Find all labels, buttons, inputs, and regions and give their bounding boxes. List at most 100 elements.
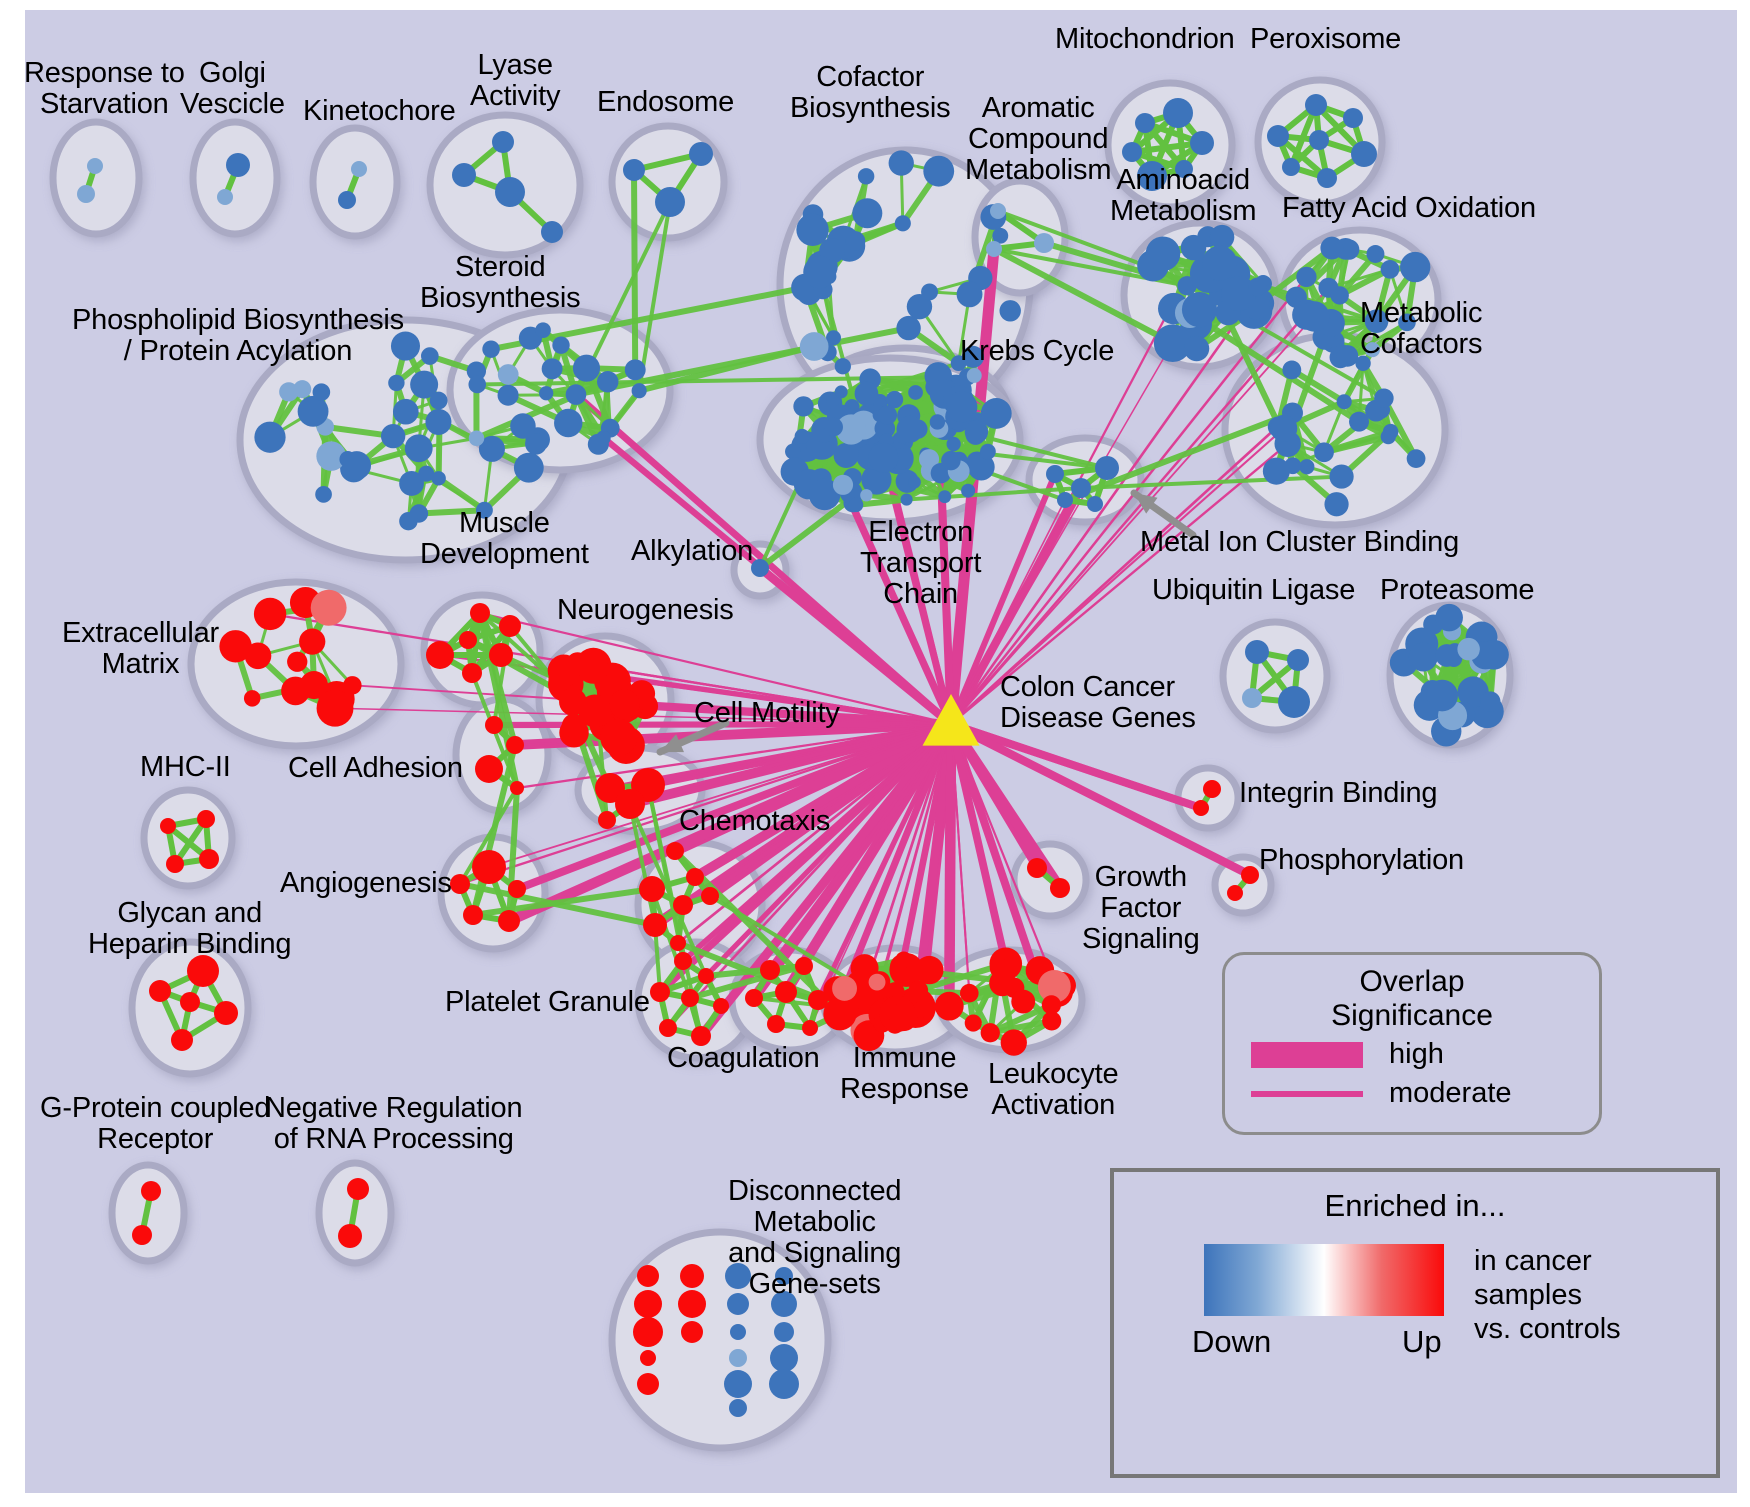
gene-set-node[interactable] [1245, 640, 1269, 664]
gene-set-node[interactable] [929, 414, 946, 430]
gene-set-node[interactable] [655, 187, 685, 217]
gene-set-node[interactable] [698, 968, 714, 984]
gene-set-node[interactable] [293, 380, 312, 399]
gene-set-node[interactable] [338, 1224, 362, 1248]
gene-set-node[interactable] [745, 989, 763, 1007]
gene-set-node[interactable] [848, 497, 864, 513]
gene-set-node[interactable] [1324, 492, 1349, 517]
gene-set-node[interactable] [729, 1399, 747, 1417]
gene-set-node[interactable] [1071, 478, 1091, 498]
gene-set-node[interactable] [908, 385, 923, 400]
gene-set-node[interactable] [180, 992, 200, 1012]
gene-set-node[interactable] [489, 643, 513, 667]
gene-set-node[interactable] [960, 983, 979, 1003]
gene-set-node[interactable] [908, 980, 929, 1000]
gene-set-node[interactable] [775, 1267, 793, 1285]
gene-set-node[interactable] [149, 980, 171, 1002]
gene-set-node[interactable] [217, 189, 233, 205]
gene-set-node[interactable] [1267, 125, 1289, 147]
gene-set-node[interactable] [1366, 245, 1385, 263]
gene-set-node[interactable] [214, 1001, 238, 1025]
gene-set-node[interactable] [894, 215, 911, 232]
gene-set-node[interactable] [166, 855, 184, 873]
gene-set-node[interactable] [634, 1290, 662, 1318]
gene-set-node[interactable] [1137, 161, 1167, 191]
gene-set-node[interactable] [595, 773, 625, 803]
gene-set-node[interactable] [541, 358, 563, 380]
gene-set-node[interactable] [1050, 878, 1070, 898]
gene-set-node[interactable] [860, 489, 873, 502]
gene-set-node[interactable] [510, 781, 524, 795]
gene-set-node[interactable] [475, 755, 503, 783]
gene-set-node[interactable] [835, 414, 867, 445]
gene-set-node[interactable] [1317, 168, 1337, 188]
gene-set-node[interactable] [312, 383, 331, 401]
gene-set-node[interactable] [425, 408, 452, 435]
gene-set-node[interactable] [999, 300, 1021, 322]
gene-set-node[interactable] [600, 718, 638, 756]
gene-set-node[interactable] [824, 417, 843, 437]
gene-set-node[interactable] [459, 631, 477, 649]
gene-set-node[interactable] [918, 449, 940, 470]
gene-set-node[interactable] [992, 227, 1009, 244]
gene-set-node[interactable] [868, 442, 899, 473]
gene-set-node[interactable] [888, 150, 914, 176]
gene-set-node[interactable] [826, 330, 842, 346]
gene-set-node[interactable] [429, 391, 448, 410]
gene-set-node[interactable] [1380, 429, 1396, 445]
gene-set-node[interactable] [499, 615, 521, 637]
gene-set-node[interactable] [631, 383, 647, 399]
gene-set-node[interactable] [253, 597, 287, 631]
gene-set-node[interactable] [946, 436, 961, 452]
gene-set-node[interactable] [315, 486, 332, 503]
gene-set-node[interactable] [674, 952, 692, 970]
gene-set-node[interactable] [751, 559, 769, 577]
gene-set-node[interactable] [1057, 492, 1073, 508]
gene-set-node[interactable] [1221, 276, 1257, 311]
gene-set-node[interactable] [989, 958, 1010, 979]
gene-set-node[interactable] [796, 213, 829, 246]
gene-set-node[interactable] [725, 1263, 751, 1289]
gene-set-node[interactable] [1046, 465, 1064, 483]
gene-set-node[interactable] [426, 641, 454, 669]
gene-set-node[interactable] [724, 1370, 752, 1398]
gene-set-node[interactable] [338, 191, 356, 209]
gene-set-node[interactable] [990, 203, 1006, 219]
gene-set-node[interactable] [1163, 98, 1193, 128]
gene-set-node[interactable] [197, 810, 215, 828]
gene-set-node[interactable] [1457, 637, 1480, 661]
gene-set-node[interactable] [966, 368, 982, 383]
gene-set-node[interactable] [964, 1014, 982, 1032]
gene-set-node[interactable] [938, 490, 952, 504]
gene-set-node[interactable] [1227, 885, 1243, 901]
gene-set-node[interactable] [666, 842, 684, 860]
gene-set-node[interactable] [132, 1225, 152, 1245]
gene-set-node[interactable] [729, 1349, 747, 1367]
gene-set-node[interactable] [1406, 449, 1426, 468]
gene-set-node[interactable] [572, 354, 601, 382]
gene-set-node[interactable] [410, 370, 439, 399]
gene-set-node[interactable] [351, 161, 367, 177]
gene-set-node[interactable] [1037, 969, 1071, 1003]
gene-set-node[interactable] [472, 850, 506, 884]
hub-node-colon-cancer-disease-genes[interactable] [922, 694, 980, 746]
gene-set-node[interactable] [316, 689, 354, 727]
gene-set-node[interactable] [808, 990, 828, 1010]
gene-set-node[interactable] [900, 493, 913, 506]
gene-set-node[interactable] [510, 413, 536, 439]
gene-set-node[interactable] [854, 381, 879, 406]
gene-set-node[interactable] [1336, 394, 1352, 410]
gene-set-node[interactable] [701, 887, 719, 905]
gene-set-node[interactable] [1398, 313, 1416, 332]
gene-set-node[interactable] [934, 991, 964, 1021]
gene-set-node[interactable] [525, 432, 547, 455]
gene-set-node[interactable] [1027, 858, 1047, 878]
gene-set-node[interactable] [1041, 995, 1062, 1015]
gene-set-node[interactable] [1153, 324, 1192, 363]
gene-set-node[interactable] [832, 474, 854, 495]
gene-set-node[interactable] [1364, 309, 1389, 334]
gene-set-node[interactable] [508, 880, 526, 898]
gene-set-node[interactable] [1248, 277, 1267, 297]
gene-set-node[interactable] [1364, 342, 1380, 358]
gene-set-node[interactable] [1287, 649, 1309, 671]
